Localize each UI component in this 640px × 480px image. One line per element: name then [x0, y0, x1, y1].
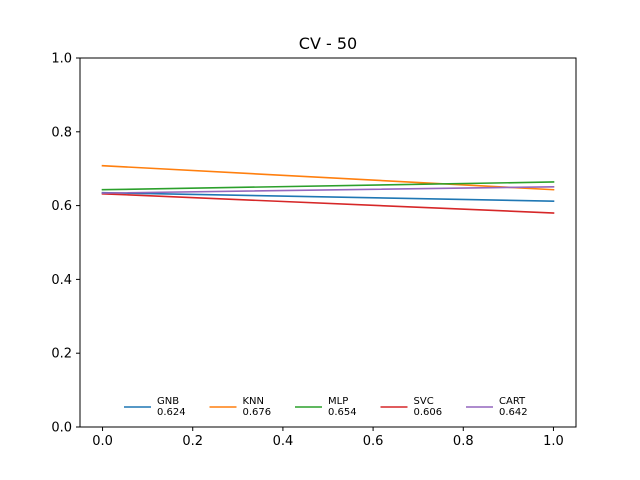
legend-label-svc: SVC: [414, 396, 434, 407]
legend-label-cart: CART: [499, 396, 526, 407]
chart-title: CV - 50: [299, 34, 357, 53]
legend-score-cart: 0.642: [499, 407, 528, 418]
x-tick-label: 0.4: [273, 434, 294, 449]
x-tick-label: 1.0: [543, 434, 564, 449]
series-line-svc: [101, 192, 555, 214]
series-layer: [101, 164, 555, 214]
legend-score-mlp: 0.654: [328, 407, 357, 418]
x-tick-label: 0.0: [92, 434, 113, 449]
y-tick-label: 1.0: [51, 52, 72, 67]
x-tick-label: 0.6: [363, 434, 384, 449]
y-tick-label: 0.0: [51, 421, 72, 436]
legend-score-gnb: 0.624: [157, 407, 186, 418]
y-axis: 0.0 0.2 0.4 0.6 0.8 1.0: [51, 52, 80, 436]
y-tick-label: 0.8: [51, 125, 72, 140]
series-line-gnb: [101, 191, 555, 203]
series-line-knn: [101, 164, 555, 191]
legend-label-knn: KNN: [243, 396, 265, 407]
legend-label-gnb: GNB: [157, 396, 179, 407]
legend-score-knn: 0.676: [243, 407, 272, 418]
y-tick-label: 0.4: [51, 273, 72, 288]
x-axis: 0.0 0.2 0.4 0.6 0.8 1.0: [92, 427, 564, 449]
legend-score-svc: 0.606: [414, 407, 443, 418]
x-tick-label: 0.2: [182, 434, 203, 449]
y-tick-label: 0.6: [51, 199, 72, 214]
series-line-mlp: [101, 181, 555, 191]
plot-frame: [79, 57, 577, 428]
legend-label-mlp: MLP: [328, 396, 348, 407]
x-tick-label: 0.8: [453, 434, 474, 449]
series-line-cart: [101, 185, 555, 194]
y-tick-label: 0.2: [51, 347, 72, 362]
